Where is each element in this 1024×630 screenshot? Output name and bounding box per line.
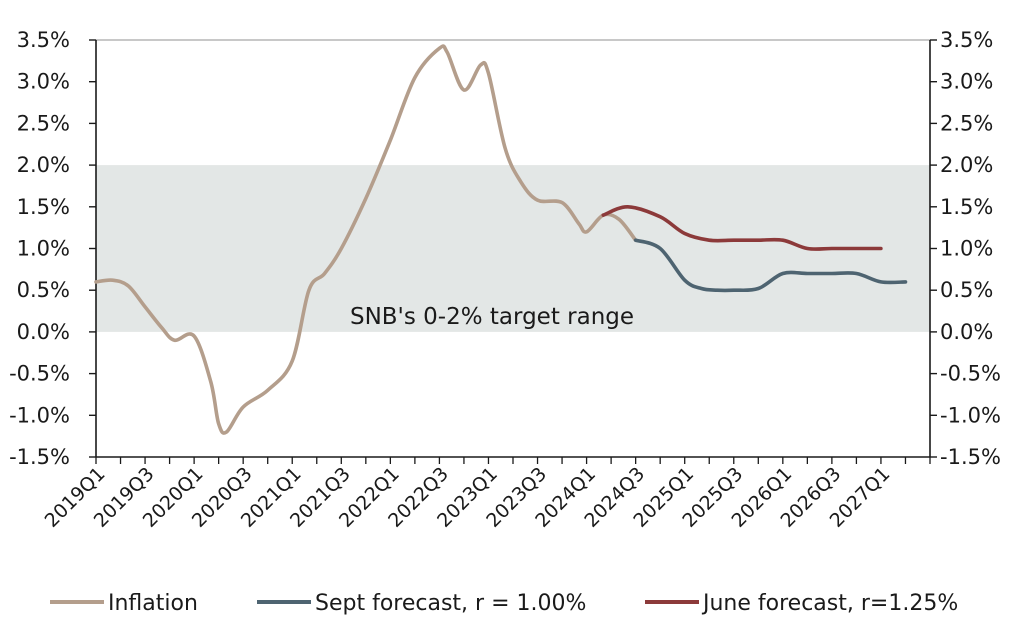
- y-tick-label-right: -0.5%: [940, 362, 1001, 386]
- y-tick-label-right: 1.0%: [940, 237, 993, 261]
- x-axis: 2019Q12019Q32020Q12020Q32021Q12021Q32022…: [41, 456, 931, 532]
- y-tick-label-left: 3.5%: [17, 28, 70, 52]
- y-tick-label-left: 1.5%: [17, 195, 70, 219]
- y-tick-label-right: 0.5%: [940, 278, 993, 302]
- y-tick-label-left: 1.0%: [17, 237, 70, 261]
- y-axis-left: 3.5% 3.0% 2.5% 2.0% 1.5% 1.0% 0.5% 0.0% -0.5% -1.…: [9, 28, 97, 469]
- legend-label: Sept forecast, r = 1.00%: [315, 591, 586, 616]
- y-tick-label-right: -1.0%: [940, 403, 1001, 427]
- y-tick-label-left: 0.5%: [17, 278, 70, 302]
- y-tick-label-right: 2.0%: [940, 153, 993, 177]
- target-band: [96, 165, 930, 332]
- y-tick-label-right: 1.5%: [940, 195, 993, 219]
- legend-item-sept-forecast: Sept forecast, r = 1.00%: [257, 591, 586, 616]
- y-axis-right: 3.5% 3.0% 2.5% 2.0% 1.5% 1.0% 0.5% 0.0% -0.5% -1.…: [929, 28, 1001, 469]
- legend-label: Inflation: [108, 591, 198, 616]
- y-tick-label-right: -1.5%: [940, 445, 1001, 469]
- y-tick-label-right: 3.5%: [940, 28, 993, 52]
- y-tick-label-right: 2.5%: [940, 111, 993, 135]
- target-band-label: SNB's 0-2% target range: [350, 304, 634, 330]
- legend: Inflation Sept forecast, r = 1.00% June fo…: [50, 591, 958, 616]
- y-tick-label-left: -0.5%: [9, 362, 70, 386]
- y-tick-label-left: 0.0%: [17, 320, 70, 344]
- y-tick-label-left: -1.5%: [9, 445, 70, 469]
- legend-label: June forecast, r=1.25%: [701, 591, 958, 616]
- y-tick-label-right: 0.0%: [940, 320, 993, 344]
- y-tick-label-left: -1.0%: [9, 403, 70, 427]
- y-tick-label-left: 3.0%: [17, 70, 70, 94]
- y-tick-label-right: 3.0%: [940, 70, 993, 94]
- y-tick-label-left: 2.5%: [17, 111, 70, 135]
- legend-item-june-forecast: June forecast, r=1.25%: [645, 591, 958, 616]
- y-tick-label-left: 2.0%: [17, 153, 70, 177]
- series-group: [94, 44, 908, 435]
- legend-item-inflation: Inflation: [50, 591, 198, 616]
- series-line-inflation: [94, 44, 638, 435]
- series-line-sept-forecast: [633, 238, 908, 293]
- series-line-june-forecast: [601, 204, 883, 251]
